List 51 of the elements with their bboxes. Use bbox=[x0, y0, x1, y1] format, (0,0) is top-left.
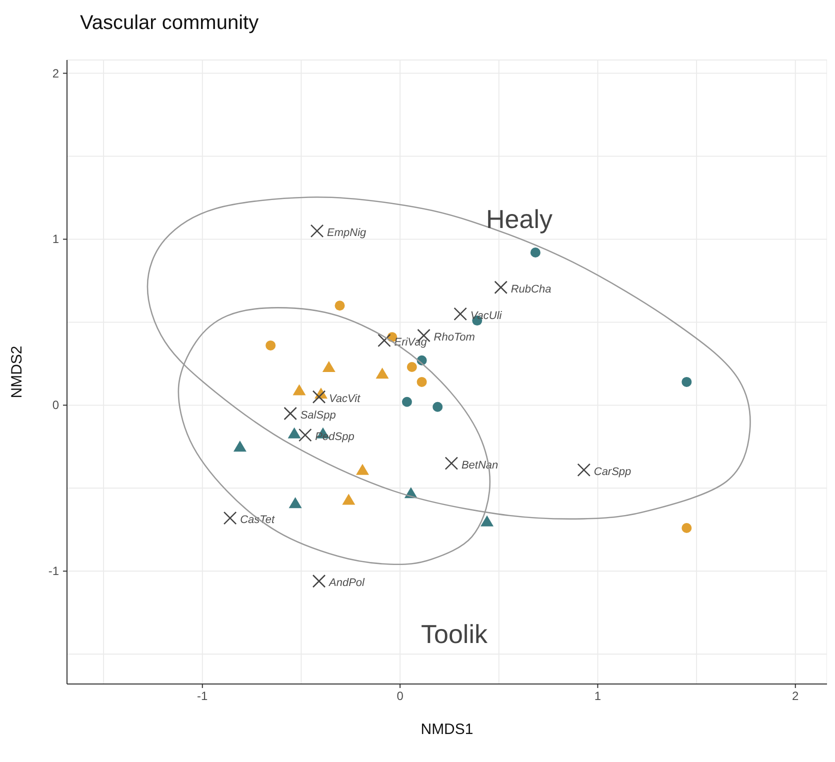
point bbox=[480, 515, 494, 526]
x-tick-label: 0 bbox=[396, 689, 404, 703]
point bbox=[310, 224, 324, 238]
point bbox=[334, 300, 345, 311]
data-label: RubCha bbox=[510, 283, 552, 296]
data-label: CarSpp bbox=[594, 466, 632, 478]
point bbox=[376, 368, 389, 379]
point bbox=[402, 396, 412, 407]
point bbox=[292, 384, 306, 396]
point bbox=[322, 361, 336, 372]
point bbox=[577, 463, 591, 477]
point bbox=[682, 523, 692, 533]
point bbox=[288, 427, 301, 438]
point bbox=[682, 376, 692, 387]
data-label: VacUli bbox=[470, 310, 502, 322]
data-label: SalSpp bbox=[300, 409, 336, 422]
data-label: AndPol bbox=[328, 577, 366, 590]
point bbox=[530, 248, 540, 258]
x-tick-label: 1 bbox=[594, 689, 602, 703]
annotation: Toolik bbox=[421, 619, 488, 650]
y-tick-label: 1 bbox=[52, 232, 60, 246]
x-tick-label: -1 bbox=[197, 689, 208, 703]
x-axis-title: NMDS1 bbox=[420, 721, 474, 738]
point bbox=[266, 340, 276, 350]
y-axis-title: NMDS2 bbox=[8, 346, 26, 398]
point bbox=[416, 376, 427, 387]
point bbox=[454, 307, 467, 321]
point bbox=[432, 402, 443, 412]
chart-title: Vascular community bbox=[80, 12, 259, 35]
point bbox=[444, 456, 458, 470]
y-tick-label: 0 bbox=[52, 398, 60, 412]
annotation: Healy bbox=[486, 204, 552, 235]
data-label: RhoTom bbox=[434, 331, 475, 344]
point bbox=[298, 428, 312, 442]
point bbox=[406, 362, 417, 372]
point bbox=[378, 334, 391, 348]
point bbox=[284, 406, 298, 420]
y-tick-label: -1 bbox=[48, 564, 60, 578]
point bbox=[233, 440, 246, 452]
point bbox=[223, 511, 237, 525]
data-label: PedSpp bbox=[315, 431, 354, 444]
y-tick-label: 2 bbox=[52, 66, 60, 80]
point bbox=[312, 390, 326, 404]
point bbox=[288, 497, 302, 508]
point bbox=[312, 574, 326, 588]
x-tick-label: 2 bbox=[792, 689, 800, 703]
point bbox=[494, 280, 508, 294]
data-label: EmpNig bbox=[327, 226, 368, 239]
point bbox=[356, 464, 369, 475]
point bbox=[342, 494, 356, 505]
data-label: VacVit bbox=[329, 392, 362, 405]
